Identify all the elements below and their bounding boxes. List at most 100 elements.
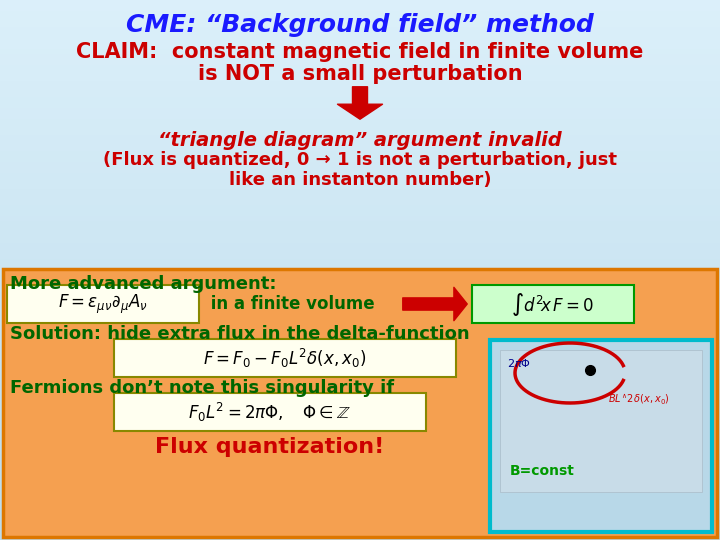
Bar: [0, 31, 720, 38]
Bar: [0, 96, 720, 103]
Bar: [0, 48, 720, 54]
Bar: [0, 334, 720, 340]
Bar: [0, 150, 720, 157]
Bar: [0, 361, 720, 367]
Text: CLAIM:  constant magnetic field in finite volume: CLAIM: constant magnetic field in finite…: [76, 42, 644, 62]
Bar: [0, 415, 720, 421]
Bar: [0, 328, 720, 335]
Bar: [0, 107, 720, 113]
Bar: [0, 177, 720, 184]
Bar: [0, 453, 720, 459]
Bar: [0, 112, 720, 119]
Bar: [0, 339, 720, 346]
Bar: [3, 269, 717, 537]
Bar: [0, 517, 720, 524]
Bar: [0, 145, 720, 151]
Bar: [0, 404, 720, 410]
Bar: [0, 291, 720, 297]
Bar: [0, 237, 720, 243]
Text: in a finite volume: in a finite volume: [205, 295, 374, 313]
Bar: [0, 388, 720, 394]
Bar: [0, 350, 720, 356]
Bar: [0, 21, 720, 27]
Bar: [0, 490, 720, 497]
Bar: [0, 215, 720, 221]
Text: $F_0 L^2 = 2\pi\Phi, \quad \Phi \in \mathbb{Z}$: $F_0 L^2 = 2\pi\Phi, \quad \Phi \in \mat…: [189, 401, 351, 423]
Bar: [0, 296, 720, 302]
Bar: [0, 226, 720, 232]
Bar: [0, 134, 720, 140]
Text: Fermions don’t note this singularity if: Fermions don’t note this singularity if: [10, 379, 394, 397]
Bar: [0, 37, 720, 43]
Bar: [0, 80, 720, 86]
Bar: [0, 372, 720, 378]
Bar: [0, 382, 720, 389]
FancyBboxPatch shape: [7, 285, 199, 323]
Bar: [0, 307, 720, 313]
Bar: [0, 42, 720, 49]
Text: Flux quantization!: Flux quantization!: [156, 437, 384, 457]
Bar: [0, 64, 720, 70]
Bar: [0, 301, 720, 308]
FancyBboxPatch shape: [114, 339, 456, 377]
Bar: [0, 274, 720, 281]
Text: Solution: hide extra flux in the delta-function: Solution: hide extra flux in the delta-f…: [10, 325, 469, 343]
Bar: [0, 269, 720, 275]
Bar: [0, 264, 720, 270]
Bar: [0, 458, 720, 464]
Text: $F = F_0 - F_0 L^2 \delta\left(x, x_0\right)$: $F = F_0 - F_0 L^2 \delta\left(x, x_0\ri…: [203, 347, 366, 369]
Bar: [0, 53, 720, 59]
Bar: [0, 58, 720, 65]
Bar: [0, 10, 720, 16]
Bar: [0, 123, 720, 130]
Bar: [0, 253, 720, 259]
Bar: [0, 420, 720, 427]
Bar: [0, 474, 720, 481]
Bar: [0, 258, 720, 265]
Text: is NOT a small perturbation: is NOT a small perturbation: [198, 64, 522, 84]
Bar: [0, 166, 720, 173]
Bar: [0, 534, 720, 540]
Bar: [0, 480, 720, 486]
Bar: [0, 399, 720, 405]
Bar: [0, 188, 720, 194]
Bar: [0, 85, 720, 92]
Bar: [0, 501, 720, 508]
Bar: [0, 183, 720, 189]
Bar: [0, 91, 720, 97]
Bar: [0, 129, 720, 135]
Bar: [0, 285, 720, 292]
Bar: [0, 193, 720, 200]
Text: $\int d^2\!x\, F = 0$: $\int d^2\!x\, F = 0$: [511, 291, 595, 318]
Bar: [0, 512, 720, 518]
Bar: [0, 469, 720, 475]
Bar: [0, 496, 720, 502]
Bar: [0, 161, 720, 167]
Bar: [0, 463, 720, 470]
Text: $2\pi\Phi$: $2\pi\Phi$: [507, 357, 531, 369]
Bar: [0, 426, 720, 432]
Text: “triangle diagram” argument invalid: “triangle diagram” argument invalid: [158, 131, 562, 150]
Bar: [0, 242, 720, 248]
Bar: [500, 350, 702, 492]
Bar: [0, 199, 720, 205]
Bar: [0, 231, 720, 238]
Bar: [0, 75, 720, 81]
Bar: [0, 172, 720, 178]
Bar: [0, 393, 720, 400]
Text: CME: “Background field” method: CME: “Background field” method: [126, 13, 594, 37]
Bar: [0, 220, 720, 227]
FancyBboxPatch shape: [490, 340, 712, 532]
Bar: [0, 523, 720, 529]
Bar: [0, 323, 720, 329]
Text: (Flux is quantized, 0 → 1 is not a perturbation, just: (Flux is quantized, 0 → 1 is not a pertu…: [103, 151, 617, 169]
Bar: [0, 102, 720, 108]
Bar: [0, 409, 720, 416]
Bar: [0, 442, 720, 448]
Text: B=const: B=const: [510, 464, 575, 478]
Bar: [0, 0, 720, 5]
Bar: [0, 139, 720, 146]
Bar: [0, 345, 720, 351]
Bar: [0, 366, 720, 373]
Bar: [0, 312, 720, 319]
